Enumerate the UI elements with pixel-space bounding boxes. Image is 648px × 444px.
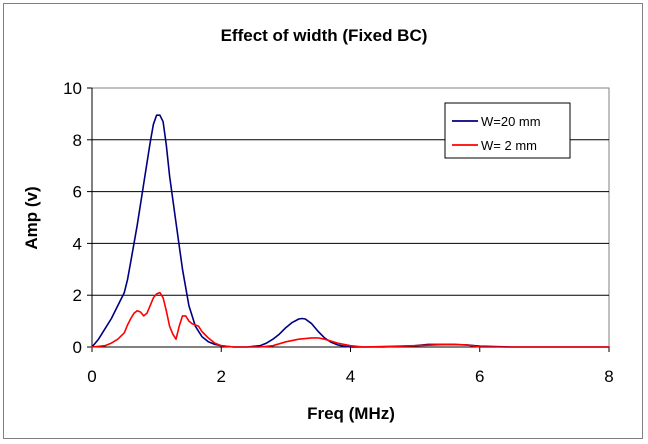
legend-label: W= 2 mm <box>481 138 537 153</box>
y-tick-label: 2 <box>73 286 82 305</box>
x-axis-ticks: 0 2 4 6 8 <box>87 347 614 386</box>
legend-label: W=20 mm <box>481 114 541 129</box>
x-tick-label: 6 <box>475 367 484 386</box>
y-tick-label: 4 <box>73 234 82 253</box>
x-axis-label: Freq (MHz) <box>307 404 395 423</box>
x-tick-label: 0 <box>87 367 96 386</box>
x-tick-label: 4 <box>346 367 355 386</box>
y-tick-label: 6 <box>73 183 82 202</box>
y-axis-ticks: 0 2 4 6 8 10 <box>63 79 92 357</box>
series-line-w2mm <box>91 291 610 348</box>
y-tick-label: 10 <box>63 79 82 98</box>
y-tick-label: 8 <box>73 131 82 150</box>
legend: W=20 mm W= 2 mm <box>444 102 571 159</box>
y-tick-label: 0 <box>73 338 82 357</box>
y-axis-label: Amp (v) <box>22 186 41 249</box>
legend-items: W=20 mm W= 2 mm <box>452 114 541 153</box>
x-tick-label: 8 <box>604 367 613 386</box>
chart-title: Effect of width (Fixed BC) <box>221 26 428 45</box>
x-tick-label: 2 <box>217 367 226 386</box>
legend-box <box>444 102 571 159</box>
series-lines <box>91 114 610 348</box>
